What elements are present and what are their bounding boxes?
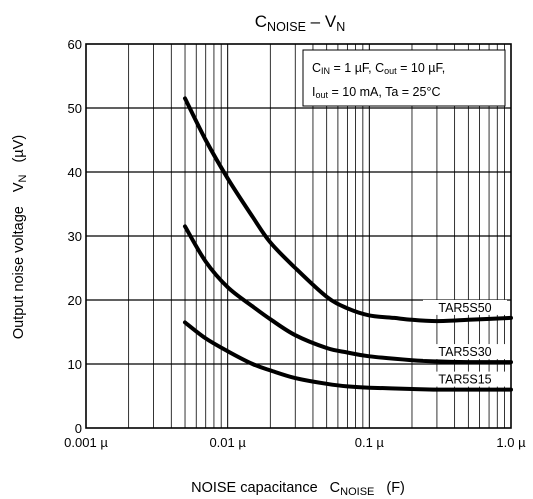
y-tick-label: 60 xyxy=(68,37,82,52)
conditions-line-2: Iout = 10 mA, Ta = 25°C xyxy=(312,85,440,100)
x-tick-label: 0.1 µ xyxy=(355,435,385,450)
tick-labels: 0.001 µ 0.01 µ 0.1 µ 1.0 µ 0 10 20 30 40 50 60 xyxy=(64,37,526,450)
y-axis-label: Output noise voltageVN(µV) xyxy=(11,135,29,339)
x-tick-label: 1.0 µ xyxy=(496,435,526,450)
x-tick-label: 0.01 µ xyxy=(209,435,246,450)
series-label-bg xyxy=(423,299,507,315)
series-label-bg xyxy=(423,344,507,360)
series-line-tar5s50 xyxy=(183,96,513,324)
plot-area-frame xyxy=(85,43,512,429)
series-label-tar5s30: TAR5S30 xyxy=(438,345,491,359)
series-curves: TAR5S50 TAR5S30 TAR5S15 xyxy=(183,96,513,392)
series-line-tar5s15 xyxy=(183,320,513,392)
y-tick-label: 0 xyxy=(75,421,82,436)
conditions-box xyxy=(302,49,506,107)
x-tick-label: 0.001 µ xyxy=(64,435,108,450)
chart-title: CNOISE – VN xyxy=(255,12,345,34)
x-axis-label: NOISE capacitance CNOISE (F) xyxy=(191,480,405,498)
series-label-tar5s50: TAR5S50 xyxy=(438,301,491,315)
conditions-line-1: CIN = 1 µF, Cout = 10 µF, xyxy=(312,61,445,76)
series-label-bg xyxy=(423,371,507,387)
y-tick-label: 50 xyxy=(68,101,82,116)
y-tick-label: 30 xyxy=(68,229,82,244)
series-label-tar5s15: TAR5S15 xyxy=(438,373,491,387)
y-tick-label: 40 xyxy=(68,165,82,180)
y-tick-label: 20 xyxy=(68,293,82,308)
series-line-tar5s30 xyxy=(183,224,513,365)
y-tick-label: 10 xyxy=(68,357,82,372)
